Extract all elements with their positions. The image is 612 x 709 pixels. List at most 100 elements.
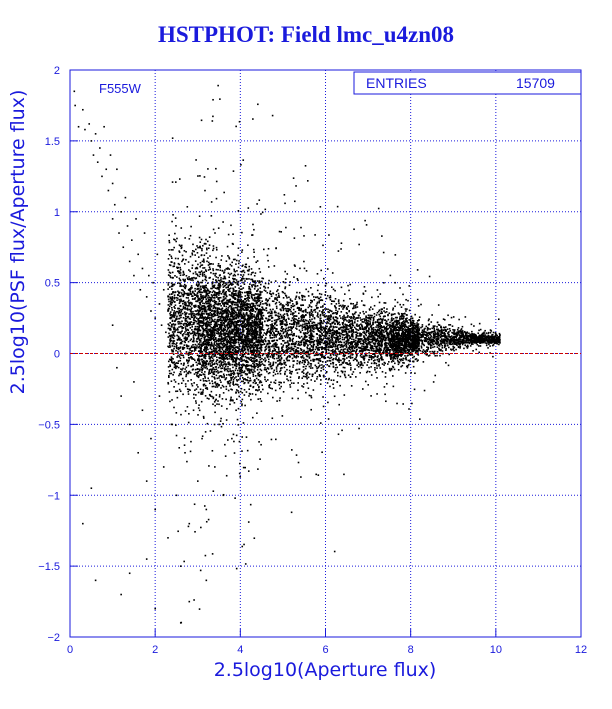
data-point (259, 312, 262, 315)
data-point (255, 389, 257, 391)
data-point (195, 159, 197, 161)
data-point (306, 322, 309, 325)
data-point (394, 254, 397, 256)
data-point (218, 335, 221, 338)
data-point (154, 607, 157, 610)
data-point (242, 331, 245, 333)
data-point (231, 437, 233, 440)
data-point (355, 333, 357, 336)
data-point (461, 335, 463, 338)
data-point (405, 357, 407, 360)
data-point (348, 334, 350, 337)
data-point (235, 125, 237, 128)
data-point (200, 346, 202, 348)
data-point (385, 337, 388, 340)
data-point (256, 364, 259, 367)
data-point (252, 284, 255, 286)
data-point (176, 390, 179, 392)
data-point (367, 319, 369, 322)
data-point (179, 357, 182, 360)
data-point (301, 320, 303, 322)
data-point (184, 326, 187, 328)
data-point (416, 360, 419, 362)
data-point (367, 339, 370, 341)
data-point (389, 350, 391, 353)
data-point (457, 327, 460, 329)
data-point (255, 261, 258, 264)
data-point (198, 236, 201, 239)
data-point (398, 345, 401, 348)
data-point (225, 345, 228, 347)
data-point (220, 361, 223, 363)
data-point (254, 280, 256, 282)
data-point (201, 435, 204, 437)
data-point (251, 278, 254, 281)
data-point (396, 357, 399, 360)
data-point (201, 286, 204, 288)
data-point (428, 318, 430, 320)
data-point (343, 355, 346, 358)
data-point (326, 294, 329, 297)
data-point (185, 366, 188, 369)
data-point (449, 338, 452, 341)
data-point (337, 344, 340, 346)
data-point (133, 274, 135, 277)
y-tick-label: −2 (47, 632, 60, 644)
data-point (223, 293, 225, 295)
data-point (285, 226, 287, 229)
data-point (207, 336, 210, 339)
data-point (221, 384, 224, 387)
y-tick-label: 0.5 (45, 278, 60, 290)
data-point (254, 307, 257, 310)
data-point (301, 327, 304, 329)
data-point (232, 295, 235, 298)
data-point (302, 338, 304, 341)
data-point (285, 364, 287, 367)
data-point (239, 279, 242, 282)
data-point (263, 285, 266, 288)
data-point (232, 375, 234, 378)
data-point (287, 379, 290, 382)
data-point (369, 326, 372, 328)
data-point (260, 381, 263, 384)
data-point (390, 329, 392, 332)
data-point (267, 318, 270, 321)
data-point (220, 335, 223, 338)
data-point (298, 297, 301, 300)
data-point (310, 363, 313, 365)
data-point (261, 324, 264, 327)
data-point (356, 320, 359, 322)
data-point (212, 228, 215, 231)
data-point (184, 338, 187, 340)
data-point (267, 372, 270, 375)
data-point (255, 356, 258, 358)
data-point (353, 307, 355, 309)
data-point (245, 342, 247, 345)
data-point (357, 363, 360, 365)
data-point (247, 357, 250, 360)
data-point (205, 508, 208, 511)
data-point (339, 304, 342, 307)
data-point (432, 343, 435, 346)
data-point (241, 355, 244, 358)
data-point (243, 543, 245, 546)
data-point (317, 284, 320, 286)
data-point (246, 365, 249, 368)
data-point (193, 333, 195, 336)
data-point (302, 332, 305, 334)
data-point (199, 291, 202, 293)
data-point (219, 98, 221, 100)
data-point (379, 347, 382, 350)
data-point (176, 282, 179, 284)
data-point (215, 360, 218, 363)
data-point (204, 327, 207, 330)
data-point (237, 319, 239, 322)
data-point (254, 284, 256, 286)
data-point (441, 338, 443, 341)
data-point (322, 314, 324, 317)
data-point (332, 365, 335, 368)
data-point (484, 334, 487, 336)
data-point (179, 295, 181, 298)
data-point (201, 393, 203, 395)
data-point (224, 326, 227, 329)
